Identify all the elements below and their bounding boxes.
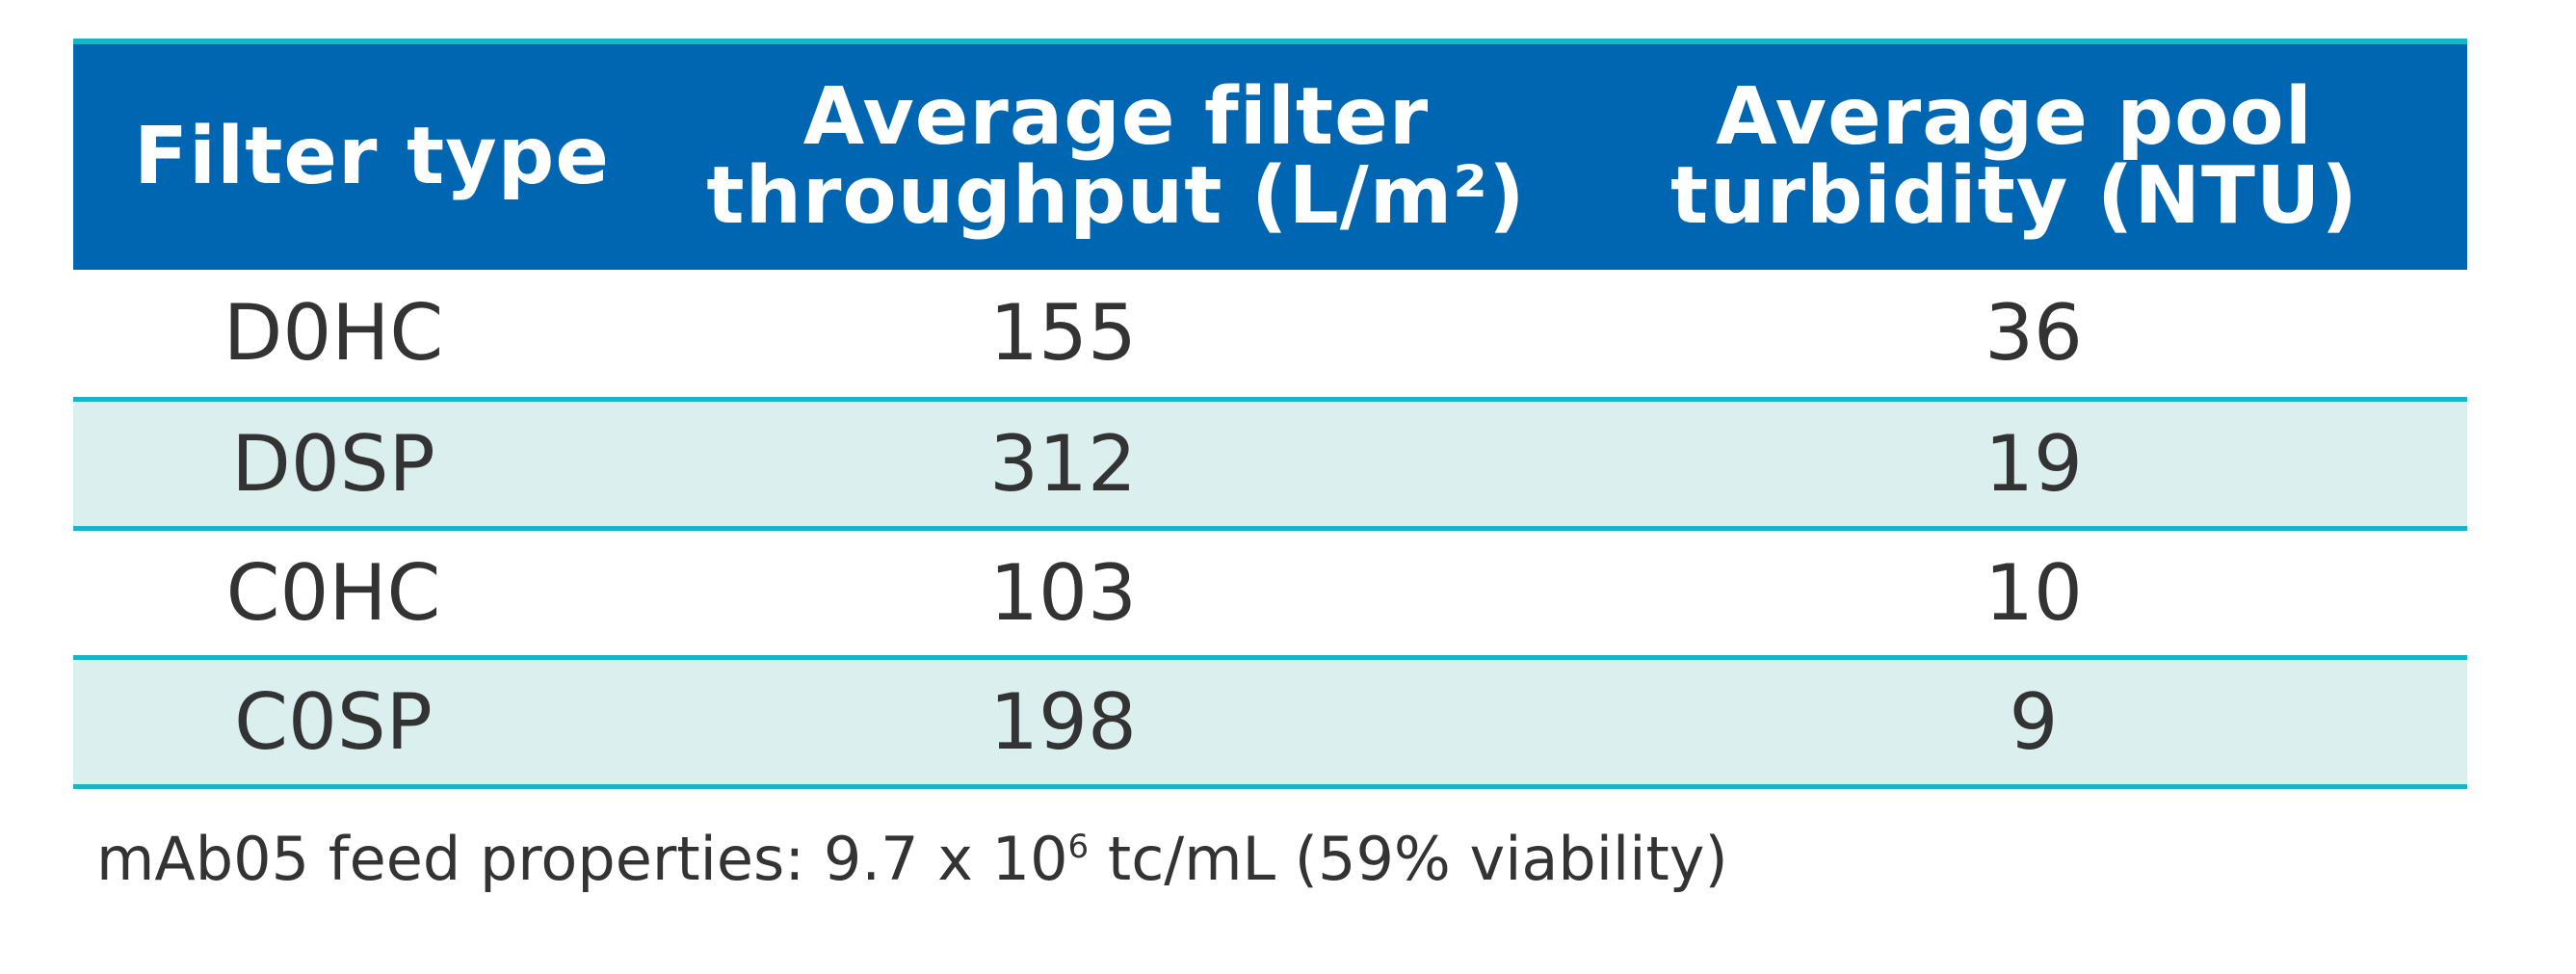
footnote-suffix: tc/mL (59% viability) bbox=[1089, 824, 1728, 894]
feed-properties-footnote: mAb05 feed properties: 9.7 x 106 tc/mL (… bbox=[96, 824, 1728, 894]
header-line: Average pool bbox=[1716, 71, 2313, 163]
cell-filter-type: C0SP bbox=[234, 676, 433, 767]
cell-turbidity: 19 bbox=[1985, 418, 2083, 509]
cell-filter-type: D0SP bbox=[231, 418, 435, 509]
footnote-exponent: 6 bbox=[1067, 828, 1090, 866]
cell-throughput: 155 bbox=[989, 288, 1137, 379]
header-filter-type: Filter type bbox=[73, 41, 670, 270]
header-average-throughput: Average filter throughput (L/m²) bbox=[670, 41, 1562, 270]
table-row: D0SP 312 19 bbox=[73, 399, 2467, 528]
table-row: C0SP 198 9 bbox=[73, 657, 2467, 786]
cell-turbidity: 10 bbox=[1985, 547, 2083, 638]
table-header: Filter type Average filter throughput (L… bbox=[73, 41, 2467, 270]
header-line: Filter type bbox=[134, 111, 610, 202]
header-row: Filter type Average filter throughput (L… bbox=[73, 41, 2467, 270]
cell-filter-type: C0HC bbox=[225, 547, 441, 638]
header-line: Average filter bbox=[802, 71, 1430, 163]
footnote-prefix: mAb05 feed properties: 9.7 x 10 bbox=[96, 824, 1068, 894]
header-average-turbidity: Average pool turbidity (NTU) bbox=[1562, 41, 2467, 270]
table-row: C0HC 103 10 bbox=[73, 528, 2467, 657]
filter-results-table-wrap: Filter type Average filter throughput (L… bbox=[73, 39, 2467, 789]
cell-turbidity: 36 bbox=[1985, 288, 2083, 379]
table-body: D0HC 155 36 D0SP 312 19 C0HC 103 10 C0SP… bbox=[73, 270, 2467, 786]
cell-filter-type: D0HC bbox=[223, 288, 444, 379]
filter-results-table: Filter type Average filter throughput (L… bbox=[73, 39, 2467, 789]
cell-throughput: 103 bbox=[989, 547, 1137, 638]
header-line: turbidity (NTU) bbox=[1670, 150, 2358, 242]
cell-throughput: 312 bbox=[989, 418, 1137, 509]
header-line: throughput (L/m²) bbox=[706, 150, 1526, 242]
cell-throughput: 198 bbox=[989, 676, 1137, 767]
table-row: D0HC 155 36 bbox=[73, 270, 2467, 399]
cell-turbidity: 9 bbox=[2009, 676, 2059, 767]
